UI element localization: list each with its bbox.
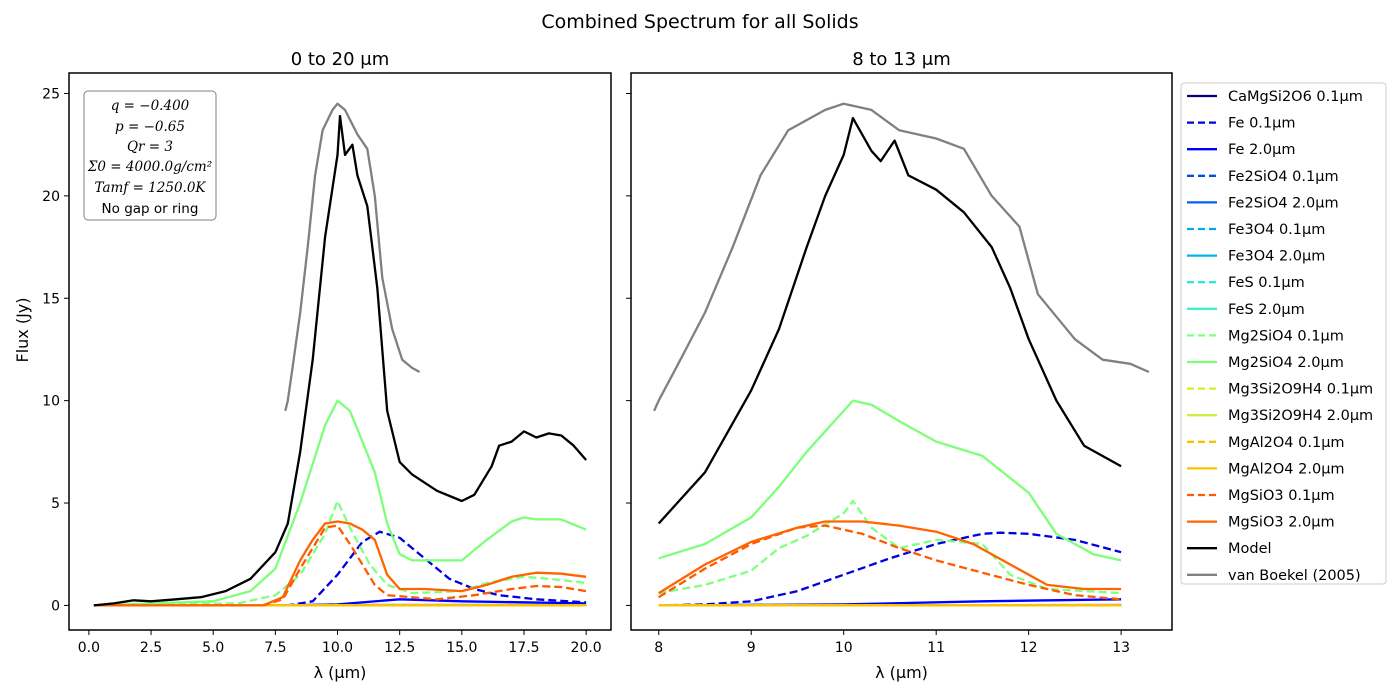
series-line-fe-0-1-m: [658, 531, 1122, 607]
legend-item: MgSiO3 2.0μm: [1187, 515, 1335, 531]
series-line-mg2sio4-2-0-m: [93, 399, 587, 607]
legend-label: MgSiO3 0.1μm: [1228, 488, 1335, 504]
series-line-mg2sio4-0-1-m: [93, 499, 587, 607]
x-tick-label: 7.5: [264, 640, 286, 656]
legend-item: Model: [1187, 541, 1272, 557]
y-tick-label: 20: [42, 189, 60, 205]
x-tick-label: 0.0: [78, 640, 100, 656]
axes-frame: [630, 72, 1173, 631]
y-tick-label: 15: [42, 291, 60, 307]
x-tick-label: 8: [654, 640, 663, 656]
legend-label: Fe3O4 0.1μm: [1228, 222, 1325, 238]
y-axis-label: Flux (Jy): [13, 297, 32, 362]
legend-item: Fe 0.1μm: [1187, 116, 1296, 132]
annotation-line: q = −0.400: [111, 98, 190, 114]
legend-item: Fe3O4 2.0μm: [1187, 249, 1325, 265]
legend-label: Fe3O4 2.0μm: [1228, 249, 1325, 265]
legend-label: MgAl2O4 0.1μm: [1228, 435, 1345, 451]
series-line-van-boekel-2005: [653, 102, 1150, 412]
legend-label: Fe 2.0μm: [1228, 142, 1296, 158]
x-tick-label: 10.0: [322, 640, 353, 656]
x-axis-label: λ (μm): [875, 663, 928, 682]
series-line-mgsio3-0-1-m: [93, 524, 587, 607]
legend-item: MgSiO3 0.1μm: [1187, 488, 1335, 504]
annotation-line: p = −0.65: [115, 119, 185, 135]
series-group: [653, 102, 1150, 607]
y-tick-label: 10: [42, 394, 60, 410]
legend-label: FeS 0.1μm: [1228, 275, 1305, 291]
legend-item: Fe3O4 0.1μm: [1187, 222, 1325, 238]
series-line-mg2sio4-0-1-m: [658, 499, 1122, 595]
series-line-mgsio3-2-0-m: [658, 520, 1122, 595]
legend-item: MgAl2O4 2.0μm: [1187, 461, 1345, 477]
x-tick-label: 10: [835, 640, 853, 656]
axes-frame: [68, 72, 612, 631]
legend-item: Mg3Si2O9H4 2.0μm: [1187, 408, 1373, 424]
series-line-mg2sio4-2-0-m: [658, 399, 1122, 562]
annotation-line: Σ0 = 4000.0g/cm²: [87, 159, 212, 175]
x-tick-label: 17.5: [508, 640, 539, 656]
legend-label: CaMgSi2O6 0.1μm: [1228, 89, 1363, 105]
left-panel: 0.0 2.5 5.0 7.5 10.0 12.5 15.0 17.5 20.0 0 5 10 15 20…: [42, 49, 612, 682]
series-line-model: [93, 114, 587, 607]
legend-item: Fe 2.0μm: [1187, 142, 1296, 158]
legend-label: Fe 0.1μm: [1228, 116, 1296, 132]
legend-item: Mg2SiO4 2.0μm: [1187, 355, 1344, 371]
x-tick-label: 15.0: [446, 640, 477, 656]
series-line-mgsio3-0-1-m: [658, 524, 1122, 601]
y-tick-label: 5: [51, 496, 60, 512]
legend-item: MgAl2O4 0.1μm: [1187, 435, 1345, 451]
legend-item: Fe2SiO4 0.1μm: [1187, 169, 1339, 185]
x-tick-label: 5.0: [202, 640, 224, 656]
legend-label: Mg2SiO4 0.1μm: [1228, 328, 1344, 344]
parameter-annotation: q = −0.400 p = −0.65 Qr = 3 Σ0 = 4000.0g/cm…: [83, 90, 217, 221]
series-group: [93, 102, 587, 607]
legend-label: Fe2SiO4 2.0μm: [1228, 195, 1339, 211]
legend-label: Mg2SiO4 2.0μm: [1228, 355, 1344, 371]
x-tick-label: 13: [1112, 640, 1130, 656]
annotation-line: Qr = 3: [127, 139, 173, 155]
legend-item: FeS 2.0μm: [1187, 302, 1305, 318]
subplot-title: 0 to 20 μm: [291, 49, 390, 70]
legend-item: CaMgSi2O6 0.1μm: [1187, 89, 1363, 105]
legend-label: Model: [1228, 541, 1272, 557]
annotation-line: No gap or ring: [102, 201, 199, 217]
x-tick-label: 2.5: [140, 640, 162, 656]
x-axis-label: λ (μm): [314, 663, 367, 682]
x-tick-label: 11: [927, 640, 945, 656]
annotation-line: Tamf = 1250.0K: [94, 180, 206, 196]
legend-label: Mg3Si2O9H4 0.1μm: [1228, 382, 1373, 398]
x-tick-label: 20.0: [571, 640, 602, 656]
legend-label: MgSiO3 2.0μm: [1228, 515, 1335, 531]
legend-item: FeS 0.1μm: [1187, 275, 1305, 291]
series-line-van-boekel-2005: [284, 102, 421, 412]
legend-item: van Boekel (2005): [1187, 568, 1361, 584]
legend-label: Fe2SiO4 0.1μm: [1228, 169, 1339, 185]
legend-item: Fe2SiO4 2.0μm: [1187, 195, 1339, 211]
x-tick-label: 9: [747, 640, 756, 656]
x-tick-label: 12.5: [384, 640, 415, 656]
subplot-title: 8 to 13 μm: [852, 49, 951, 70]
y-tick-label: 0: [51, 598, 60, 614]
x-tick-label: 12: [1020, 640, 1038, 656]
legend-label: FeS 2.0μm: [1228, 302, 1305, 318]
figure-title: Combined Spectrum for all Solids: [541, 11, 858, 33]
legend-item: Mg3Si2O9H4 0.1μm: [1187, 382, 1373, 398]
series-line-model: [657, 116, 1122, 525]
series-line-fe-0-1-m: [93, 530, 587, 607]
legend-label: Mg3Si2O9H4 2.0μm: [1228, 408, 1373, 424]
legend: CaMgSi2O6 0.1μm Fe 0.1μm Fe 2.0μm Fe2SiO4 0…: [1180, 82, 1387, 585]
series-line-mgsio3-2-0-m: [93, 520, 587, 607]
right-panel: 8 9 10 11 12 13 8 to 13 μm λ (μm): [626, 49, 1173, 682]
y-tick-label: 25: [42, 86, 60, 102]
legend-item: Mg2SiO4 0.1μm: [1187, 328, 1344, 344]
legend-label: van Boekel (2005): [1228, 568, 1361, 584]
legend-label: MgAl2O4 2.0μm: [1228, 461, 1345, 477]
